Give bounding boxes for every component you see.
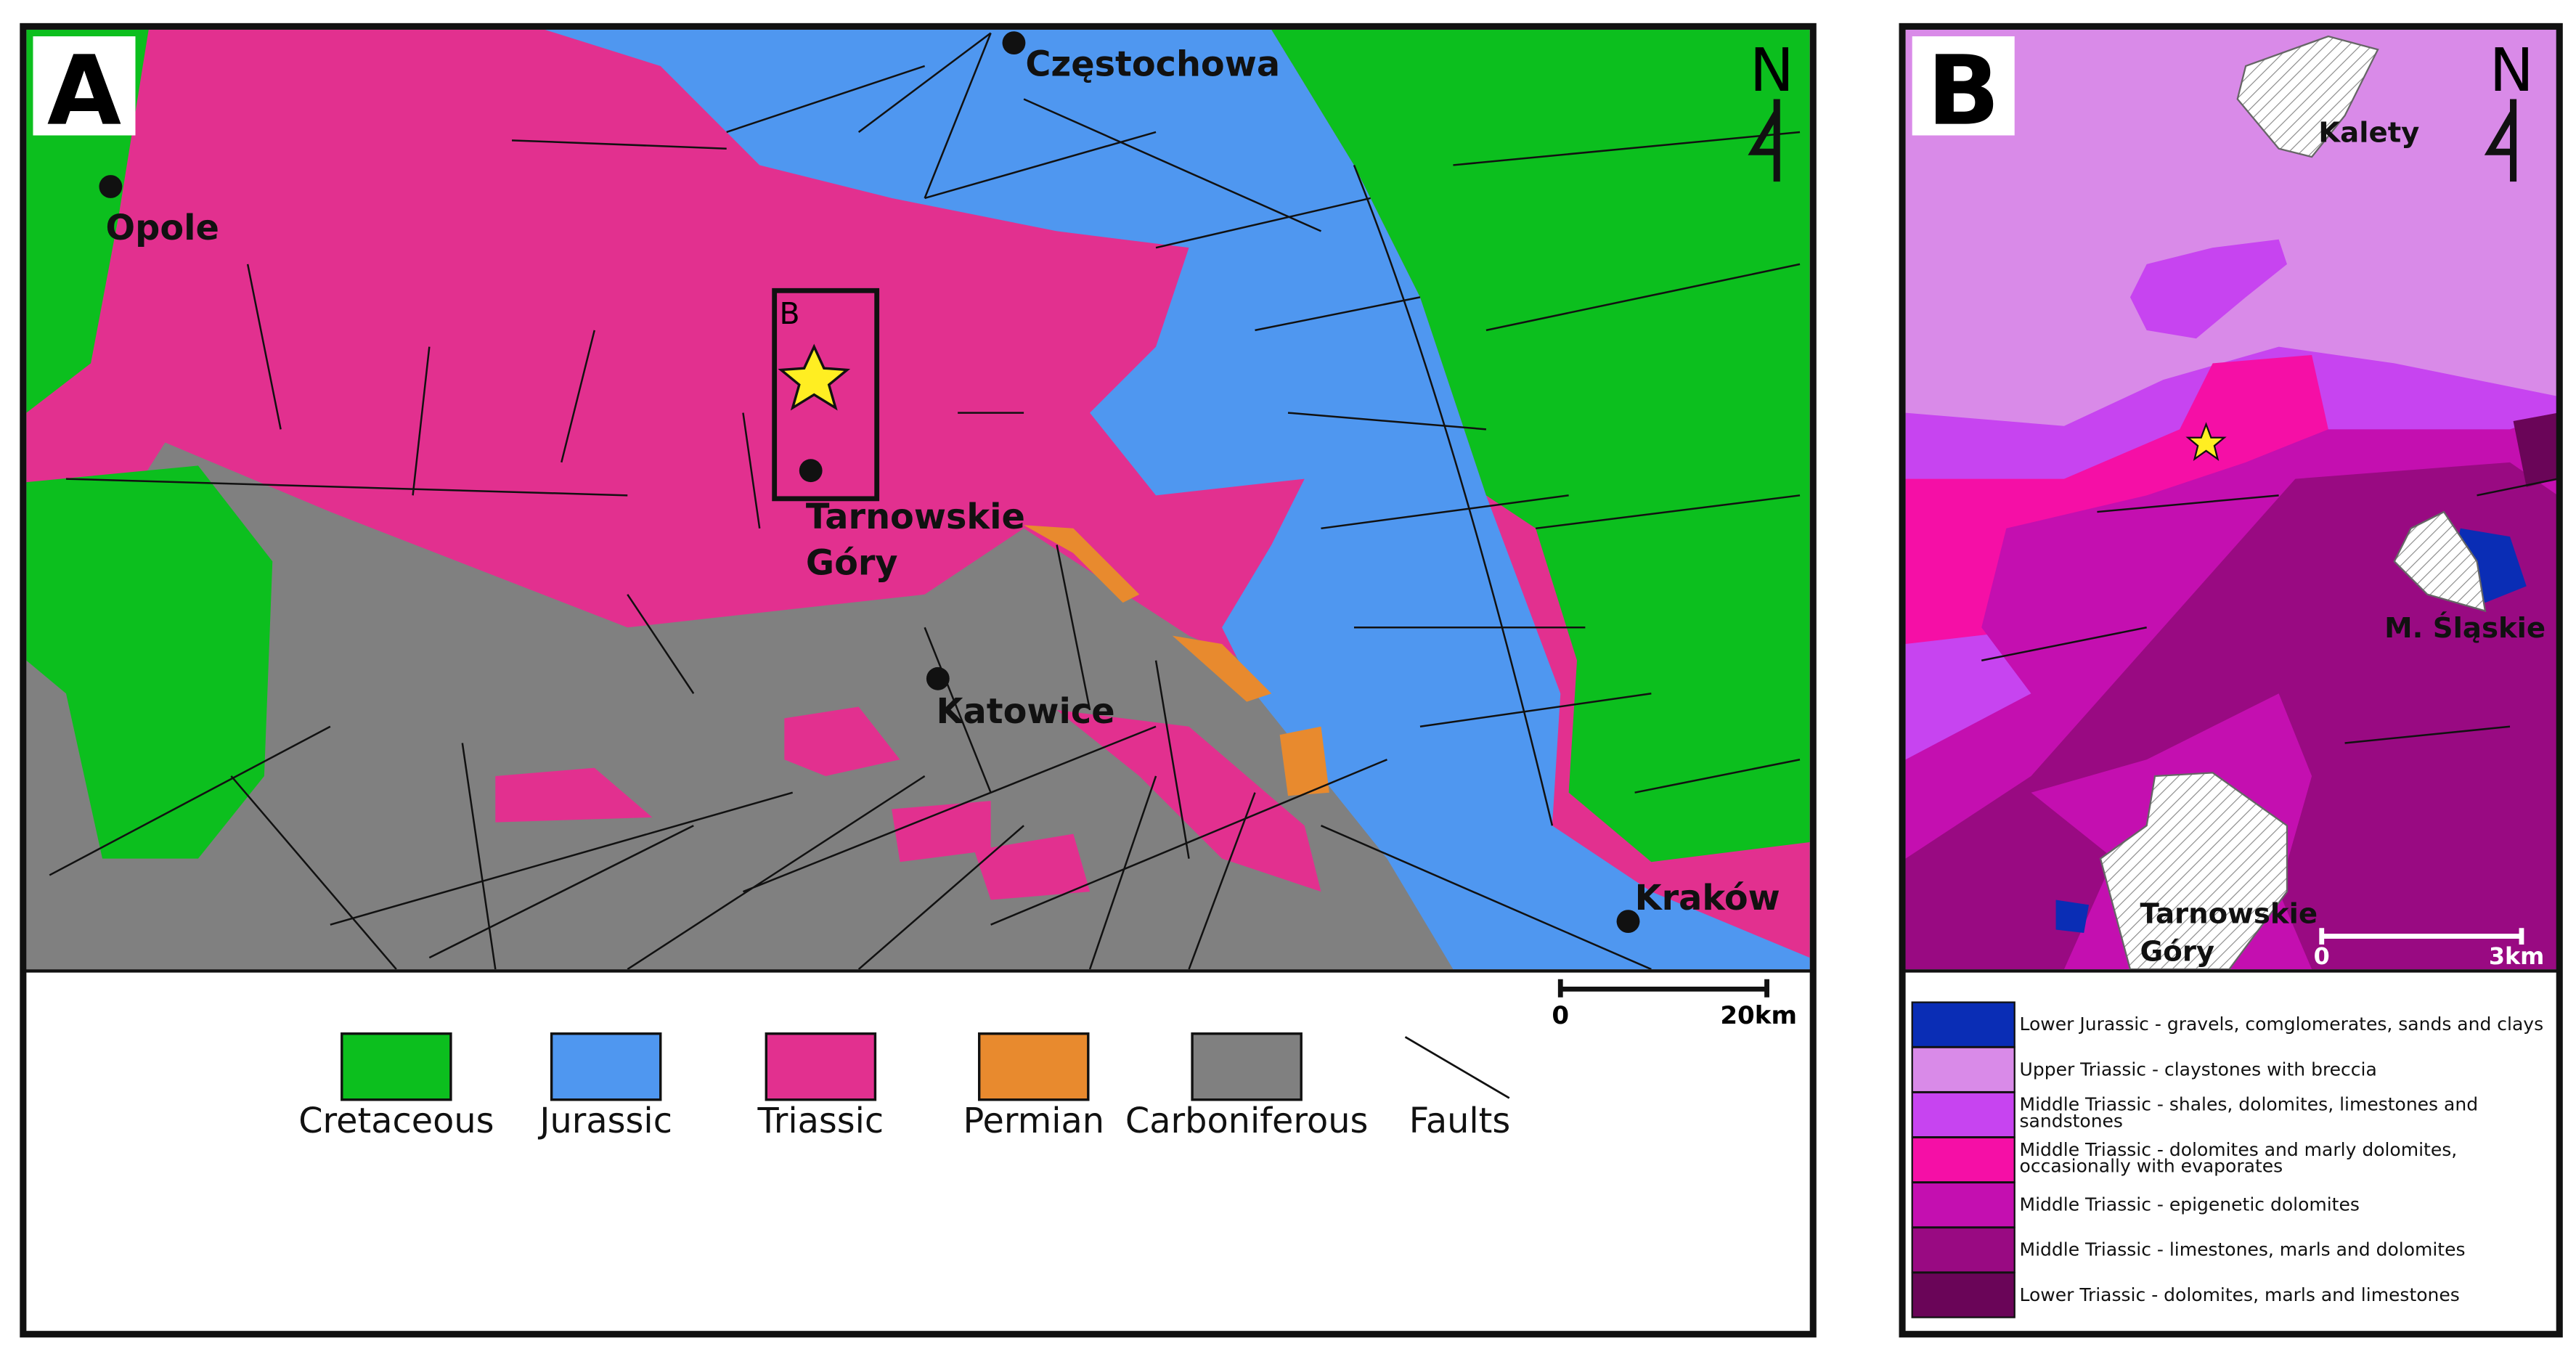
- legend-a: Cretaceous Jurassic Triassic Permian Carboni…: [298, 1032, 1510, 1141]
- city-label: Częstochowa: [1025, 45, 1280, 85]
- site-star: [2185, 422, 2227, 462]
- inset-box: [772, 287, 880, 502]
- north-arrow: [1748, 99, 1780, 182]
- legend-label: Faults: [1409, 1101, 1510, 1141]
- legend-label: Upper Triassic - claystones with breccia: [2020, 1059, 2377, 1080]
- legend-swatch: [550, 1032, 662, 1101]
- city-dot: [799, 459, 823, 483]
- legend-fault: [1404, 1036, 1510, 1099]
- city-label: Kalety: [2318, 117, 2419, 150]
- legend-label: Jurassic: [537, 1101, 672, 1141]
- frame-a: [20, 23, 1817, 1338]
- legend-label: Middle Triassic - limestones, marls and …: [2020, 1239, 2466, 1260]
- legend-label: occasionally with evaporates: [2020, 1156, 2283, 1177]
- legend-swatch: [1911, 1091, 2015, 1138]
- legend-swatch: [1911, 1226, 2015, 1273]
- legend-label: sandstones: [2020, 1110, 2123, 1131]
- map-b: [1905, 29, 2558, 970]
- legend-swatch: [1911, 1001, 2015, 1048]
- legend-label: Carboniferous: [1125, 1101, 1368, 1141]
- city-label: Tarnowskie: [2140, 897, 2318, 930]
- city-dot: [99, 175, 123, 198]
- legend-label: Cretaceous: [298, 1101, 494, 1141]
- scale-bar: [1557, 979, 1769, 998]
- frame-b: [1899, 23, 2563, 1338]
- scale-bar: [2319, 928, 2524, 945]
- north-label: N: [1750, 36, 1794, 105]
- city-label: Kraków: [1635, 878, 1780, 918]
- legend-label: Middle Triassic - dolomites and marly do…: [2020, 1139, 2458, 1160]
- legend-swatch: [977, 1032, 1090, 1101]
- city-label: Opole: [106, 208, 219, 248]
- scale-label: 3km: [2489, 942, 2544, 970]
- north-label: N: [2490, 36, 2534, 105]
- legend-swatch: [1911, 1271, 2015, 1318]
- city-dot: [1002, 31, 1026, 55]
- legend-swatch: [1191, 1032, 1303, 1101]
- north-arrow: [2484, 99, 2517, 182]
- legend-b: Lower Jurassic - gravels, comglomerates,…: [1911, 1001, 2544, 1318]
- scale-label: 20km: [1720, 1001, 1797, 1030]
- legend-label: Middle Triassic - shales, dolomites, lim…: [2020, 1094, 2479, 1115]
- city-label: Góry: [2140, 936, 2215, 968]
- city-dot: [926, 666, 950, 690]
- city-label: Katowice: [937, 692, 1115, 732]
- legend-swatch: [341, 1032, 452, 1101]
- legend-swatch: [1911, 1181, 2015, 1228]
- legend-label: Triassic: [757, 1101, 884, 1141]
- inset-label: B: [779, 296, 799, 331]
- site-star: [778, 343, 851, 411]
- legend-label: Lower Triassic - dolomites, marls and li…: [2020, 1284, 2460, 1305]
- scale-label: 0: [1552, 1001, 1569, 1030]
- panel-label: A: [47, 36, 121, 147]
- label-box: [1912, 36, 2015, 136]
- label-box: [33, 36, 136, 136]
- scale-label: 0: [2314, 942, 2330, 970]
- legend-label: Lower Jurassic - gravels, comglomerates,…: [2020, 1014, 2544, 1035]
- legend-label: Middle Triassic - epigenetic dolomites: [2020, 1194, 2360, 1215]
- city-dot: [1616, 910, 1640, 934]
- legend-swatch: [1911, 1046, 2015, 1093]
- legend-swatch: [1911, 1136, 2015, 1183]
- legend-swatch: [765, 1032, 877, 1101]
- panel-label: B: [1927, 36, 2000, 147]
- city-label: Góry: [806, 543, 898, 583]
- city-label: M. Śląskie: [2384, 611, 2546, 645]
- legend-label: Permian: [963, 1101, 1104, 1141]
- city-label: Tarnowskie: [806, 497, 1025, 537]
